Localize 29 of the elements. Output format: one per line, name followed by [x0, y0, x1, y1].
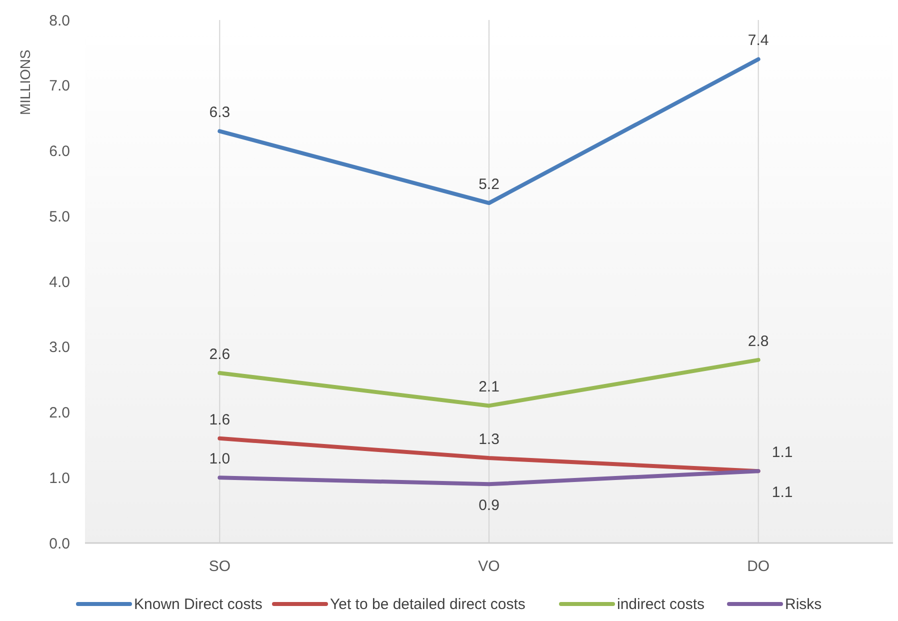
- data-label: 2.8: [748, 332, 769, 350]
- data-label: 5.2: [478, 176, 500, 194]
- x-tick-label: DO: [747, 558, 770, 575]
- y-axis-title: MILLIONS: [17, 50, 33, 115]
- y-tick-label: 7.0: [49, 78, 70, 95]
- data-label: 1.6: [209, 411, 230, 428]
- y-tick-label: 6.0: [49, 143, 70, 160]
- y-tick-label: 8.0: [49, 12, 70, 30]
- x-tick-label: VO: [478, 558, 500, 575]
- legend-label: Yet to be detailed direct costs: [330, 596, 526, 613]
- y-tick-label: 5.0: [49, 208, 70, 226]
- data-label: 1.0: [209, 450, 230, 468]
- data-label: 1.1: [772, 484, 793, 502]
- y-tick-label: 1.0: [49, 470, 70, 487]
- y-tick-label: 2.0: [49, 404, 70, 422]
- data-label: 1.1: [772, 444, 793, 462]
- data-label: 0.9: [478, 497, 500, 514]
- legend-label: indirect costs: [617, 596, 705, 613]
- legend-label: Risks: [785, 596, 822, 613]
- y-tick-label: 3.0: [49, 339, 70, 356]
- data-label: 7.4: [748, 32, 769, 50]
- x-tick-label: SO: [208, 558, 231, 575]
- data-label: 1.3: [478, 431, 500, 448]
- data-label: 2.6: [209, 346, 230, 364]
- y-tick-label: 0.0: [49, 535, 70, 552]
- y-tick-label: 4.0: [49, 274, 70, 291]
- data-label: 6.3: [209, 104, 230, 122]
- data-label: 2.1: [478, 378, 500, 396]
- legend-label: Known Direct costs: [134, 596, 262, 613]
